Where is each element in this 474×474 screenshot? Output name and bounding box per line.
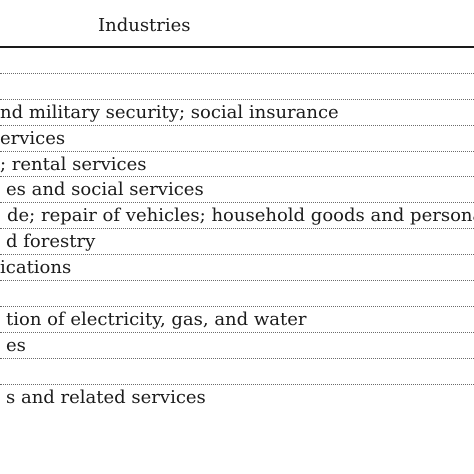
industry-cell: ications <box>0 257 72 279</box>
industry-cell: ervices <box>0 127 66 149</box>
table-row: es and social services <box>0 177 474 204</box>
table-row: ications <box>0 255 474 282</box>
column-header-industries: Industries <box>98 15 191 36</box>
table-row: de; repair of vehicles; household goods … <box>0 203 474 230</box>
table-header: Industries <box>0 0 474 48</box>
industry-cell: es <box>6 334 26 356</box>
industry-cell: nd military security; social insurance <box>0 101 339 123</box>
table-body: nd military security; social insurance e… <box>0 48 474 410</box>
table-row: ; rental services <box>0 152 474 178</box>
industry-cell: tion of electricity, gas, and water <box>6 308 307 330</box>
table-row: es <box>0 333 474 359</box>
industry-cell: de; repair of vehicles; household goods … <box>7 205 474 227</box>
industry-cell: s and related services <box>6 386 206 408</box>
table-row <box>0 281 474 307</box>
table-row <box>0 48 474 74</box>
table-row <box>0 74 474 100</box>
header-rule <box>0 46 474 48</box>
table-row: ervices <box>0 126 474 152</box>
table-row: tion of electricity, gas, and water <box>0 307 474 333</box>
industry-cell: es and social services <box>6 179 204 201</box>
table-row: s and related services <box>0 385 474 411</box>
table-row: d forestry <box>0 229 474 256</box>
table-row: nd military security; social insurance <box>0 100 474 126</box>
table-row <box>0 359 474 385</box>
industry-cell: ; rental services <box>0 153 147 175</box>
industry-cell: d forestry <box>6 231 96 253</box>
